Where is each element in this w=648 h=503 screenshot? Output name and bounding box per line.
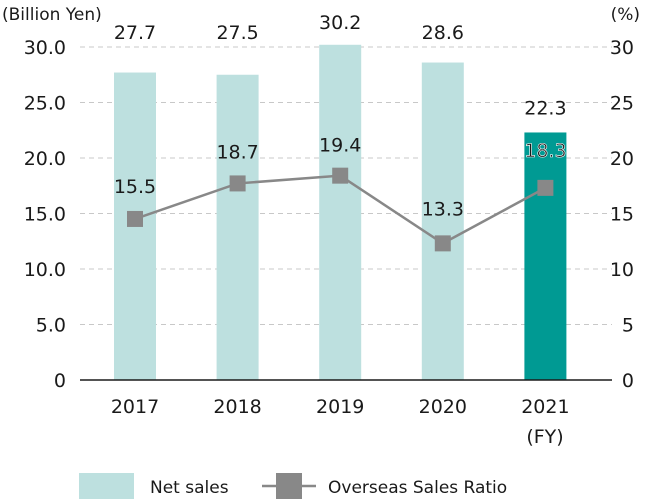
bar-value-label: 28.6 bbox=[422, 22, 464, 44]
legend-label-net-sales: Net sales bbox=[150, 478, 229, 498]
bar-value-label: 27.5 bbox=[216, 22, 258, 44]
bar-2021 bbox=[524, 132, 567, 380]
ratio-value-label: 18.3 bbox=[524, 140, 566, 162]
right-tick-label: 10 bbox=[610, 259, 634, 281]
ratio-marker-2017 bbox=[127, 210, 143, 227]
ratio-value-label: 13.3 bbox=[422, 198, 464, 220]
x-unit-label: (FY) bbox=[526, 426, 563, 448]
ratio-marker-2019 bbox=[332, 167, 349, 184]
ratio-value-label: 18.7 bbox=[216, 141, 258, 163]
ratio-line bbox=[127, 167, 554, 252]
legend-label-ratio: Overseas Sales Ratio bbox=[328, 478, 507, 498]
left-tick-label: 20.0 bbox=[24, 148, 66, 170]
ratio-value-label: 15.5 bbox=[114, 176, 156, 198]
bar-2020 bbox=[421, 62, 464, 380]
x-tick-label: 2020 bbox=[419, 396, 467, 418]
ratio-value-label: 19.4 bbox=[319, 135, 361, 157]
bar-value-label: 27.7 bbox=[114, 22, 156, 44]
left-tick-label: 30.0 bbox=[24, 37, 66, 59]
ratio-marker-2018 bbox=[229, 175, 246, 192]
left-tick-label: 15.0 bbox=[24, 204, 66, 226]
x-tick-label: 2019 bbox=[316, 396, 364, 418]
legend: Net sales Overseas Sales Ratio bbox=[79, 473, 507, 499]
bar-value-label: 30.2 bbox=[319, 12, 361, 34]
right-tick-label: 25 bbox=[610, 93, 634, 115]
legend-swatch-net-sales bbox=[79, 473, 134, 499]
legend-marker-ratio bbox=[276, 473, 302, 499]
left-axis-unit: (Billion Yen) bbox=[2, 5, 102, 25]
left-tick-label: 5.0 bbox=[36, 315, 66, 337]
bar-value-label: 22.3 bbox=[524, 97, 566, 119]
right-tick-label: 30 bbox=[610, 37, 634, 59]
axes: 0 0 5.0 5 10.0 10 15.0 15 20.0 20 25.0 25 30.0 30 2017… bbox=[24, 37, 634, 418]
left-tick-label: 10.0 bbox=[24, 259, 66, 281]
left-tick-label: 25.0 bbox=[24, 93, 66, 115]
right-tick-label: 20 bbox=[610, 148, 634, 170]
right-axis-unit: (%) bbox=[611, 5, 640, 25]
x-tick-label: 2018 bbox=[213, 396, 261, 418]
x-tick-label: 2021 bbox=[521, 396, 569, 418]
right-tick-label: 5 bbox=[622, 315, 634, 337]
right-tick-label: 0 bbox=[622, 370, 634, 392]
bar-2019 bbox=[319, 44, 362, 380]
ratio-marker-2020 bbox=[434, 235, 451, 252]
right-tick-label: 15 bbox=[610, 204, 634, 226]
bar-2018 bbox=[216, 74, 259, 380]
data-labels: 27.7 27.5 30.2 28.6 22.3 15.5 18.7 19.4 13.3 18.3 bbox=[114, 12, 567, 221]
ratio-marker-2021 bbox=[537, 179, 554, 196]
left-tick-label: 0 bbox=[54, 370, 66, 392]
x-tick-label: 2017 bbox=[111, 396, 159, 418]
